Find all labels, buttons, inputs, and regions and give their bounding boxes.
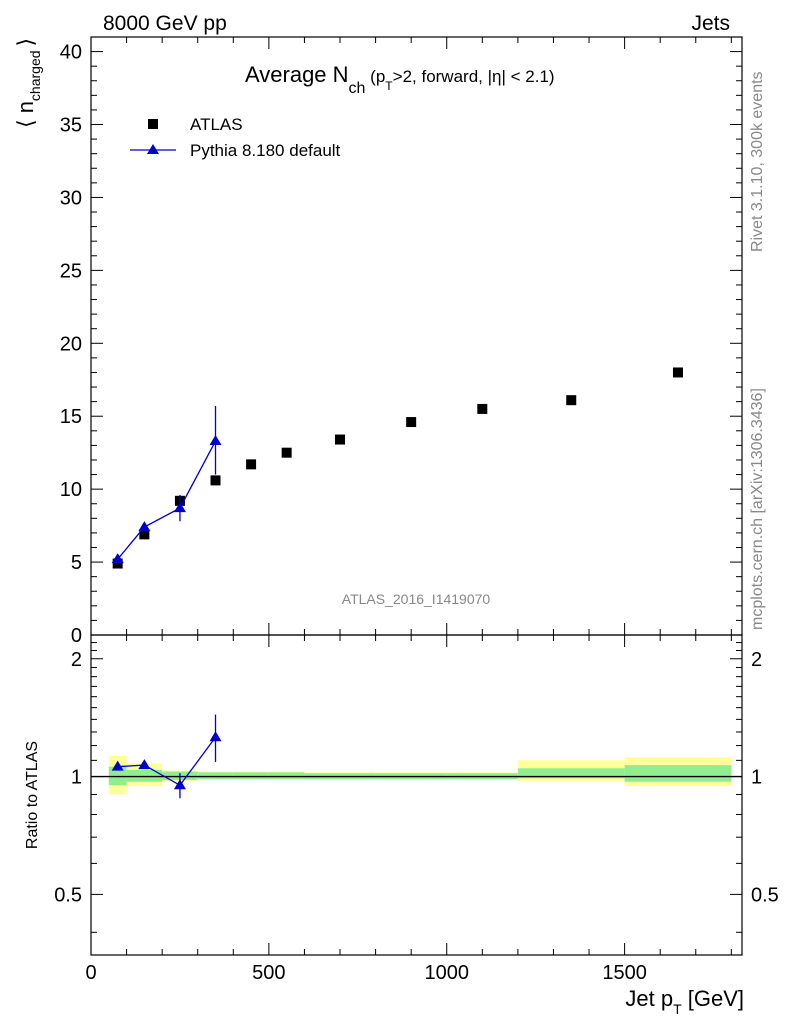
pythia-point: [173, 502, 186, 513]
chart-title: Average Nch (pT>2, forward, |η| < 2.1): [245, 62, 555, 97]
ratio-band-inner: [624, 765, 732, 782]
atlas-point: [112, 558, 123, 569]
ylabel-main: ⟨ n: [13, 101, 38, 128]
main-panel: 0 5 10 15 20 25 30 35 40 0 500 1000 1500 0.5 0.5 1 1 2 2: [54, 36, 779, 984]
legend-pythia-marker: [147, 144, 159, 154]
legend-atlas-label: ATLAS: [190, 115, 243, 134]
y-tick-label: 40: [60, 42, 82, 64]
side-label-mcplots: mcplots.cern.ch [arXiv:1306.3436]: [749, 388, 766, 630]
x-tick-label: 1500: [602, 962, 647, 984]
pythia-point: [111, 553, 124, 564]
ratio-pythia-line: [117, 736, 217, 787]
axis-ticks: 0 5 10 15 20 25 30 35 40 0 500 1000 1500 0.5 0.5 1 1 2 2: [54, 37, 779, 984]
side-label-rivet: Rivet 3.1.10, 300k events: [749, 71, 766, 252]
atlas-point: [139, 529, 150, 540]
x-tick-label: 0: [85, 962, 96, 984]
ylabel-sub: charged: [27, 50, 43, 101]
y-axis-label-main: ⟨ ncharged ⟩: [13, 38, 43, 128]
atlas-point: [246, 459, 257, 470]
ratio-bands: [91, 755, 742, 795]
y-tick-label: 5: [71, 552, 82, 574]
header-right: Jets: [691, 12, 730, 35]
legend-pythia-label: Pythia 8.180 default: [190, 141, 341, 160]
x-tick-label: 500: [252, 962, 285, 984]
x-axis-label: Jet pT [GeV]: [625, 986, 744, 1017]
ratio-band-inner: [233, 772, 269, 780]
y-tick-label: 25: [60, 260, 82, 282]
legend-atlas-marker: [148, 119, 158, 129]
title-sub: ch: [349, 80, 366, 97]
title-rest-a: (p: [365, 67, 385, 86]
atlas-point: [477, 403, 488, 414]
ratio-band-inner: [517, 768, 625, 779]
ratio-pythia-point: [111, 760, 124, 771]
x-tick-label: 1000: [424, 962, 469, 984]
main-frame: [90, 36, 743, 636]
y-tick-label: 15: [60, 406, 82, 428]
title-main: Average N: [245, 62, 349, 87]
xlabel-sub: T: [673, 1001, 682, 1017]
ratio-pythia-point: [138, 759, 151, 770]
ratio-y-tick-label: 0.5: [54, 884, 82, 906]
ratio-y-tick-label-right: 2: [751, 649, 762, 671]
pythia-point: [209, 435, 222, 446]
pythia-point: [138, 521, 151, 532]
header-left: 8000 GeV pp: [103, 12, 227, 35]
y-tick-label: 20: [60, 333, 82, 355]
pythia-line: [117, 440, 217, 560]
ratio-band-inner: [197, 772, 234, 780]
ratio-y-tick-label: 1: [71, 767, 82, 789]
y-tick-label: 30: [60, 187, 82, 209]
atlas-point: [566, 395, 577, 406]
atlas-point: [672, 367, 683, 378]
y-tick-label: 35: [60, 115, 82, 137]
atlas-point: [335, 434, 346, 445]
xlabel-rest: [GeV]: [682, 986, 744, 1011]
data-marks: [111, 367, 683, 799]
title-rest-b: >2, forward, |η| < 2.1): [393, 67, 555, 86]
atlas-point: [210, 475, 221, 486]
y-tick-label: 0: [71, 625, 82, 647]
ylabel-close: ⟩: [13, 38, 38, 47]
legend: ATLAS Pythia 8.180 default: [130, 115, 341, 160]
atlas-point: [406, 417, 417, 428]
y-axis-label-ratio: Ratio to ATLAS: [24, 741, 41, 849]
y-tick-label: 10: [60, 479, 82, 501]
ratio-pythia-point: [173, 779, 186, 790]
ratio-band-inner: [126, 769, 163, 782]
ratio-y-tick-label-right: 0.5: [751, 884, 779, 906]
ratio-y-tick-label: 2: [71, 649, 82, 671]
ratio-frame: [90, 634, 743, 956]
xlabel-main: Jet p: [625, 986, 673, 1011]
title-rest-sub: T: [385, 79, 393, 93]
ratio-band-inner: [268, 772, 305, 780]
atlas-point: [281, 447, 292, 458]
watermark: ATLAS_2016_I1419070: [342, 591, 491, 607]
ratio-pythia-point: [209, 731, 222, 742]
ratio-y-tick-label-right: 1: [751, 767, 762, 789]
